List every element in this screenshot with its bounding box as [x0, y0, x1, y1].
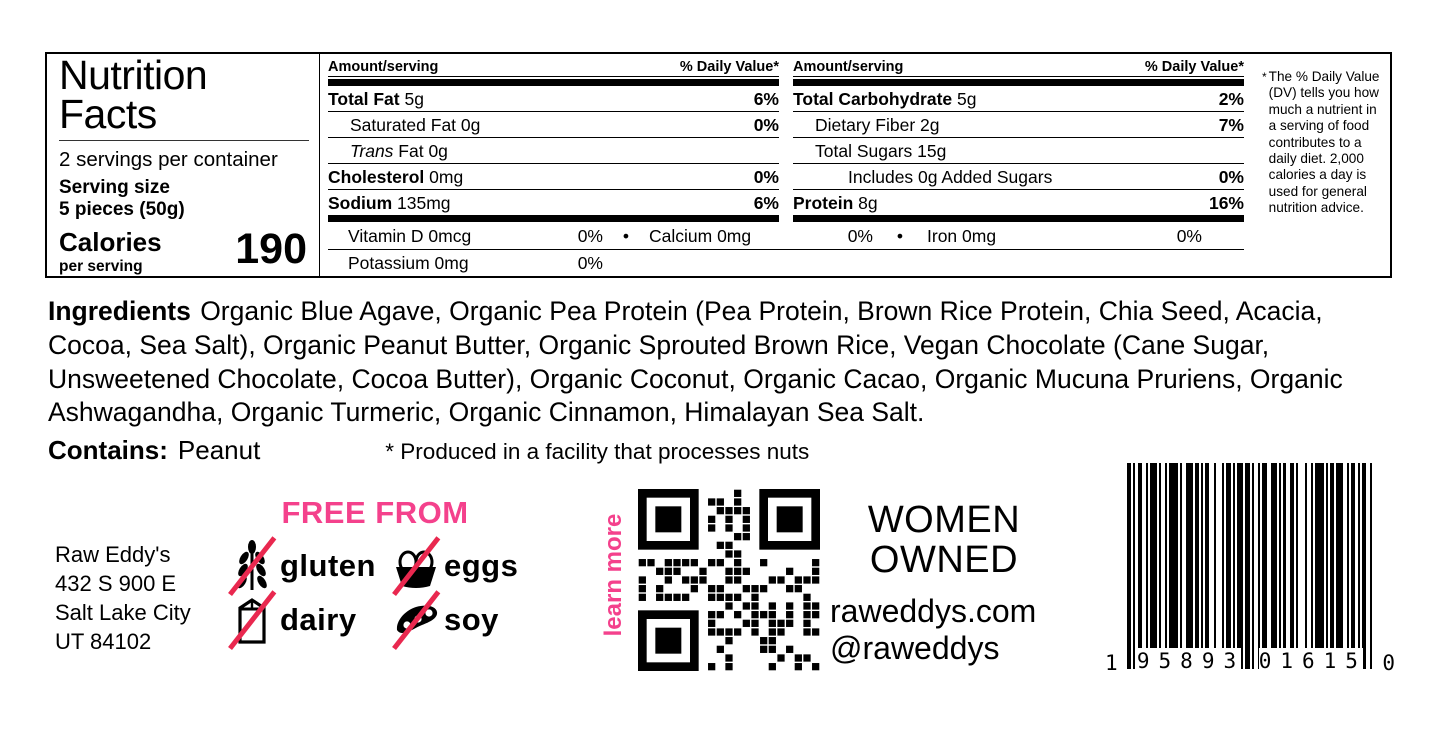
soybean-icon	[392, 594, 440, 646]
facility-note: * Produced in a facility that processes …	[385, 439, 810, 464]
nutrient-row-protein: Protein 8g 16%	[793, 189, 1244, 215]
ingredients-list: Organic Blue Agave, Organic Pea Protein …	[48, 296, 1343, 428]
ingredients-label: Ingredients	[48, 296, 191, 326]
contains-label: Contains:	[48, 435, 168, 465]
free-from-label: soy	[444, 602, 499, 637]
free-from-label: gluten	[280, 548, 376, 583]
nutrient-row-total-sugars: Total Sugars 15g	[793, 137, 1244, 163]
calories-subtext: per serving	[59, 258, 143, 275]
wheat-icon	[228, 540, 276, 592]
upc-barcode: 1 95893 01615 0	[1105, 463, 1395, 675]
nutrition-facts-summary: Nutrition Facts 2 servings per container…	[47, 54, 320, 276]
vitamin-d: Vitamin D 0mcg	[348, 226, 472, 246]
divider-bar	[328, 215, 779, 222]
micronutrients-row-2: Potassium 0mg 0%	[348, 253, 603, 273]
column-header: Amount/serving % Daily Value*	[328, 59, 779, 77]
title-line-1: Nutrition	[59, 52, 208, 98]
bullet-separator: •	[896, 226, 904, 246]
column-header: Amount/serving % Daily Value*	[793, 59, 1244, 77]
nutrition-facts-panel: Nutrition Facts 2 servings per container…	[45, 52, 1392, 278]
learn-more-text: learn more	[600, 513, 627, 637]
free-from-title: FREE FROM	[281, 495, 469, 530]
free-from-label: eggs	[444, 548, 519, 583]
free-from-grid: gluten eggs dairy	[228, 540, 518, 646]
milk-carton-icon	[228, 594, 276, 646]
daily-value-header: % Daily Value*	[679, 59, 779, 75]
amount-serving-header: Amount/serving	[793, 59, 904, 75]
divider-bar	[328, 79, 779, 86]
serving-size-value: 5 pieces (50g)	[59, 199, 185, 220]
iron: Iron 0mg	[927, 226, 997, 246]
address-city: Salt Lake City	[55, 600, 191, 625]
daily-value-footnote: * The % Daily Value (DV) tells you how m…	[1256, 54, 1390, 276]
egg-basket-icon	[392, 540, 440, 592]
divider-bar	[793, 79, 1244, 86]
free-from-eggs: eggs	[392, 540, 518, 592]
title-line-2: Facts	[59, 91, 157, 137]
free-from-label: dairy	[280, 602, 357, 637]
nutrient-row-trans-fat: Trans Fat 0g	[328, 137, 779, 163]
nutrient-row-dietary-fiber: Dietary Fiber 2g 7%	[793, 111, 1244, 137]
calories-label: Calories	[59, 227, 162, 257]
qr-code	[638, 489, 820, 671]
nutrient-columns: Amount/serving % Daily Value* Total Fat …	[320, 54, 1256, 276]
footnote-asterisk: *	[1262, 70, 1267, 84]
ingredients-paragraph: Ingredients Organic Blue Agave, Organic …	[48, 295, 1402, 430]
amount-serving-header: Amount/serving	[328, 59, 439, 75]
nutrient-row-sodium: Sodium 135mg 6%	[328, 189, 779, 215]
nutrient-row-total-fat: Total Fat 5g 6%	[328, 88, 779, 109]
contains-row: Contains: Peanut * Produced in a facilit…	[48, 435, 809, 466]
free-from-dairy: dairy	[228, 594, 376, 646]
brand-block: WOMEN OWNED raweddys.com @raweddys	[830, 500, 1058, 667]
social-handle: @raweddys	[830, 630, 1000, 666]
calories-row: Calories per serving 190	[59, 225, 309, 276]
nutrition-facts-title: Nutrition Facts	[59, 52, 309, 141]
free-from-gluten: gluten	[228, 540, 376, 592]
barcode-bars	[1127, 463, 1373, 669]
nutrient-column-2: Amount/serving % Daily Value* Total Carb…	[793, 59, 1244, 222]
calcium: Calcium 0mg	[649, 226, 752, 246]
address-state-zip: UT 84102	[55, 629, 152, 654]
nutrient-row-total-carbohydrate: Total Carbohydrate 5g 2%	[793, 88, 1244, 109]
potassium: Potassium 0mg	[348, 253, 469, 273]
barcode-group-2: 01615	[1258, 648, 1367, 675]
barcode-group-1: 95893	[1136, 648, 1246, 675]
nutrient-row-added-sugars: Includes 0g Added Sugars 0%	[793, 163, 1244, 189]
company-name: Raw Eddy's	[55, 542, 171, 567]
divider-bar	[793, 215, 1244, 222]
address-line: 432 S 900 E	[55, 571, 177, 596]
serving-size-label: Serving size	[59, 177, 170, 198]
daily-value-header: % Daily Value*	[1144, 59, 1244, 75]
contains-value: Peanut	[177, 435, 261, 465]
barcode-digit-right: 0	[1382, 651, 1395, 675]
free-from-soy: soy	[392, 594, 518, 646]
hairline-divider	[328, 249, 1244, 250]
calories-value: 190	[235, 225, 307, 273]
nutrient-column-1: Amount/serving % Daily Value* Total Fat …	[328, 59, 779, 222]
company-address: Raw Eddy's 432 S 900 E Salt Lake City UT…	[55, 540, 191, 656]
servings-per-container: 2 servings per container	[59, 148, 278, 171]
women-owned-line2: OWNED	[869, 539, 1019, 581]
women-owned-line1: WOMEN	[867, 499, 1021, 541]
website-url: raweddys.com	[830, 593, 1037, 629]
barcode-digit-left: 1	[1105, 651, 1118, 675]
nutrient-row-cholesterol: Cholesterol 0mg 0%	[328, 163, 779, 189]
serving-size: Serving size 5 pieces (50g)	[59, 177, 309, 221]
bullet-separator: •	[622, 226, 630, 246]
micronutrients-row-1: Vitamin D 0mcg 0% • Calcium 0mg 0% • Iro…	[348, 226, 1202, 246]
nutrient-row-saturated-fat: Saturated Fat 0g 0%	[328, 111, 779, 137]
footnote-text: The % Daily Value (DV) tells you how muc…	[1268, 69, 1380, 216]
